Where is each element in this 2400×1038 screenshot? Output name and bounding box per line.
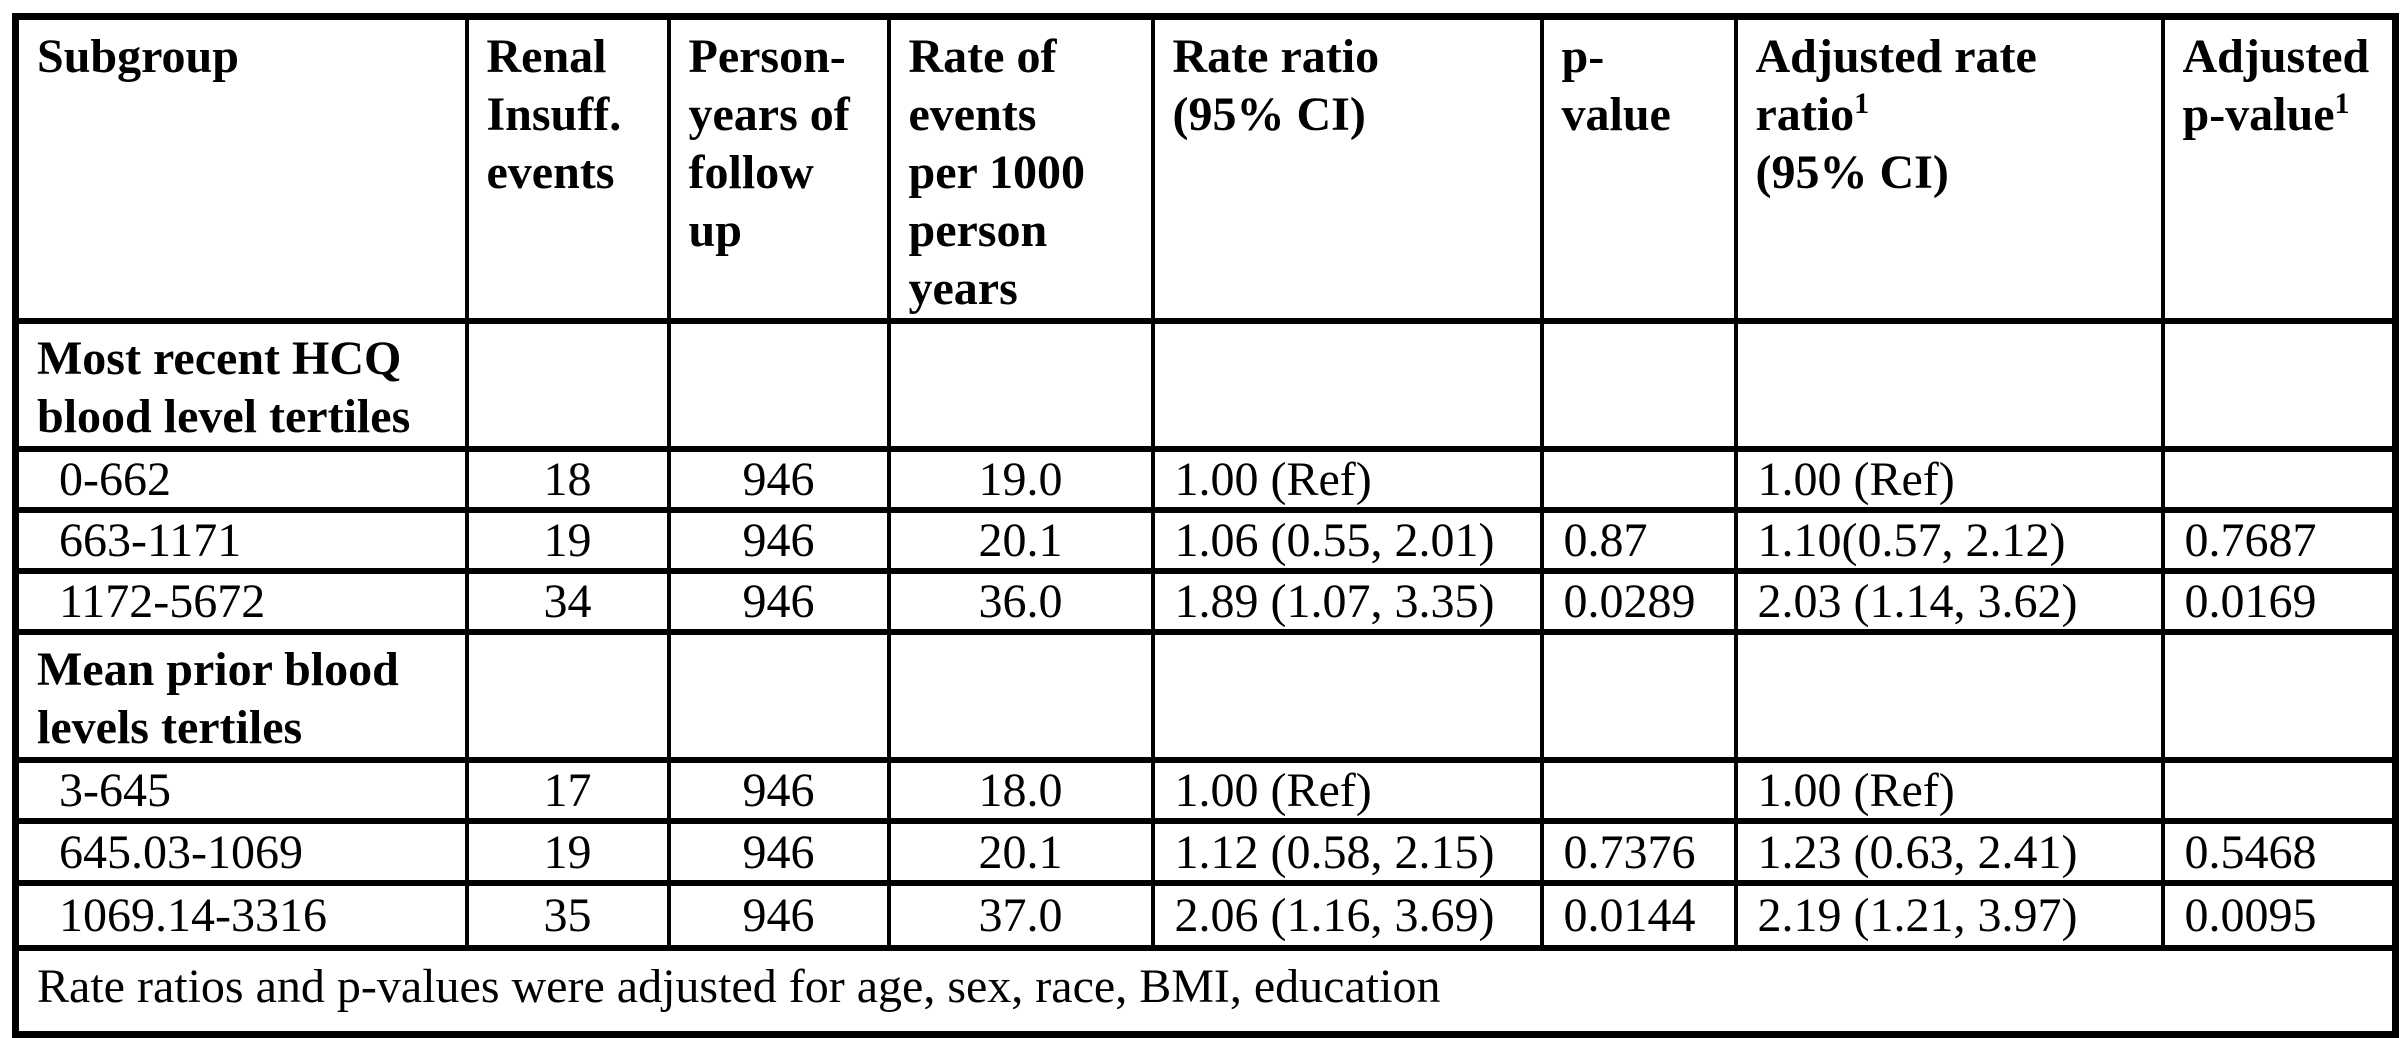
cell-adjusted-rate-ratio: 1.00 (Ref) <box>1733 446 2165 513</box>
col-header-person-years: Person- years of follow up <box>666 13 891 324</box>
col-header-rate-of-events: Rate of events per 1000 person years <box>886 13 1155 324</box>
section-title: Mean prior blood levels tertiles <box>13 629 469 763</box>
empty-cell <box>1150 629 1544 763</box>
cell-adjusted-rate-ratio: 2.03 (1.14, 3.62) <box>1733 568 2165 635</box>
cell-rate: 20.1 <box>886 818 1155 886</box>
cell-adjusted-rate-ratio: 2.19 (1.21, 3.97) <box>1733 880 2165 951</box>
cell-person-years: 946 <box>666 446 891 513</box>
cell-rate-ratio: 1.12 (0.58, 2.15) <box>1150 818 1544 886</box>
cell-adjusted-p-value: 0.7687 <box>2160 507 2398 574</box>
footnote: Rate ratios and p-values were adjusted f… <box>13 945 2398 1037</box>
cell-renal-events: 35 <box>464 880 671 951</box>
cell-renal-events: 19 <box>464 818 671 886</box>
section-header-row-most-recent-hcq: Most recent HCQ blood level tertiles <box>13 318 2398 452</box>
cell-subgroup: 663-1171 <box>13 507 469 574</box>
cell-rate: 20.1 <box>886 507 1155 574</box>
section-header-row-mean-prior-blood: Mean prior blood levels tertiles <box>13 629 2398 763</box>
cell-person-years: 946 <box>666 880 891 951</box>
table-row-tertile-1069-3316: 1069.14-3316 35 946 37.0 2.06 (1.16, 3.6… <box>13 880 2398 951</box>
empty-cell <box>1539 318 1738 452</box>
cell-p-value: 0.0289 <box>1539 568 1738 635</box>
cell-rate: 19.0 <box>886 446 1155 513</box>
col-header-rate-ratio: Rate ratio (95% CI) <box>1150 13 1544 324</box>
empty-cell <box>2160 318 2398 452</box>
results-table: Subgroup Renal Insuff. events Person- ye… <box>12 13 2399 1038</box>
cell-subgroup: 1069.14-3316 <box>13 880 469 951</box>
col-header-adjusted-p-value: Adjusted p-value1 <box>2160 13 2398 324</box>
cell-subgroup: 645.03-1069 <box>13 818 469 886</box>
col-header-p-value: p- value <box>1539 13 1738 324</box>
empty-cell <box>886 629 1155 763</box>
empty-cell <box>1733 629 2165 763</box>
cell-person-years: 946 <box>666 568 891 635</box>
cell-p-value: 0.87 <box>1539 507 1738 574</box>
cell-rate: 18.0 <box>886 757 1155 824</box>
header-text: Adjusted rate ratio <box>1755 30 2037 141</box>
cell-subgroup: 1172-5672 <box>13 568 469 635</box>
table-row-tertile-663-1171: 663-1171 19 946 20.1 1.06 (0.55, 2.01) 0… <box>13 507 2398 574</box>
footnote-row: Rate ratios and p-values were adjusted f… <box>13 945 2398 1037</box>
table-row-tertile-0-662: 0-662 18 946 19.0 1.00 (Ref) 1.00 (Ref) <box>13 446 2398 513</box>
cell-renal-events: 17 <box>464 757 671 824</box>
table-row-tertile-3-645: 3-645 17 946 18.0 1.00 (Ref) 1.00 (Ref) <box>13 757 2398 824</box>
cell-adjusted-p-value: 0.5468 <box>2160 818 2398 886</box>
cell-adjusted-p-value: 0.0095 <box>2160 880 2398 951</box>
cell-person-years: 946 <box>666 818 891 886</box>
cell-rate: 37.0 <box>886 880 1155 951</box>
cell-person-years: 946 <box>666 757 891 824</box>
section-title: Most recent HCQ blood level tertiles <box>13 318 469 452</box>
cell-rate-ratio: 1.06 (0.55, 2.01) <box>1150 507 1544 574</box>
cell-renal-events: 34 <box>464 568 671 635</box>
footnote-marker-1: 1 <box>1854 87 1870 120</box>
cell-rate-ratio: 1.89 (1.07, 3.35) <box>1150 568 1544 635</box>
table-row-tertile-1172-5672: 1172-5672 34 946 36.0 1.89 (1.07, 3.35) … <box>13 568 2398 635</box>
cell-rate-ratio: 1.00 (Ref) <box>1150 757 1544 824</box>
cell-person-years: 946 <box>666 507 891 574</box>
cell-p-value <box>1539 757 1738 824</box>
empty-cell <box>666 629 891 763</box>
empty-cell <box>666 318 891 452</box>
cell-rate-ratio: 2.06 (1.16, 3.69) <box>1150 880 1544 951</box>
cell-adjusted-p-value: 0.0169 <box>2160 568 2398 635</box>
cell-p-value: 0.7376 <box>1539 818 1738 886</box>
header-text: Adjusted p-value <box>2182 30 2370 141</box>
empty-cell <box>886 318 1155 452</box>
empty-cell <box>464 629 671 763</box>
empty-cell <box>464 318 671 452</box>
cell-p-value <box>1539 446 1738 513</box>
cell-subgroup: 0-662 <box>13 446 469 513</box>
cell-renal-events: 18 <box>464 446 671 513</box>
empty-cell <box>2160 629 2398 763</box>
cell-rate: 36.0 <box>886 568 1155 635</box>
col-header-subgroup: Subgroup <box>13 13 469 324</box>
empty-cell <box>1733 318 2165 452</box>
empty-cell <box>1150 318 1544 452</box>
header-row: Subgroup Renal Insuff. events Person- ye… <box>13 13 2398 324</box>
cell-adjusted-rate-ratio: 1.10(0.57, 2.12) <box>1733 507 2165 574</box>
cell-p-value: 0.0144 <box>1539 880 1738 951</box>
cell-rate-ratio: 1.00 (Ref) <box>1150 446 1544 513</box>
col-header-adjusted-rate-ratio: Adjusted rate ratio1 (95% CI) <box>1733 13 2165 324</box>
footnote-marker-1: 1 <box>2334 87 2350 120</box>
table-row-tertile-645-1069: 645.03-1069 19 946 20.1 1.12 (0.58, 2.15… <box>13 818 2398 886</box>
col-header-renal-insuff-events: Renal Insuff. events <box>464 13 671 324</box>
cell-adjusted-p-value <box>2160 757 2398 824</box>
cell-adjusted-rate-ratio: 1.23 (0.63, 2.41) <box>1733 818 2165 886</box>
cell-adjusted-p-value <box>2160 446 2398 513</box>
cell-adjusted-rate-ratio: 1.00 (Ref) <box>1733 757 2165 824</box>
header-text-line2: (95% CI) <box>1755 146 1949 199</box>
cell-renal-events: 19 <box>464 507 671 574</box>
empty-cell <box>1539 629 1738 763</box>
cell-subgroup: 3-645 <box>13 757 469 824</box>
